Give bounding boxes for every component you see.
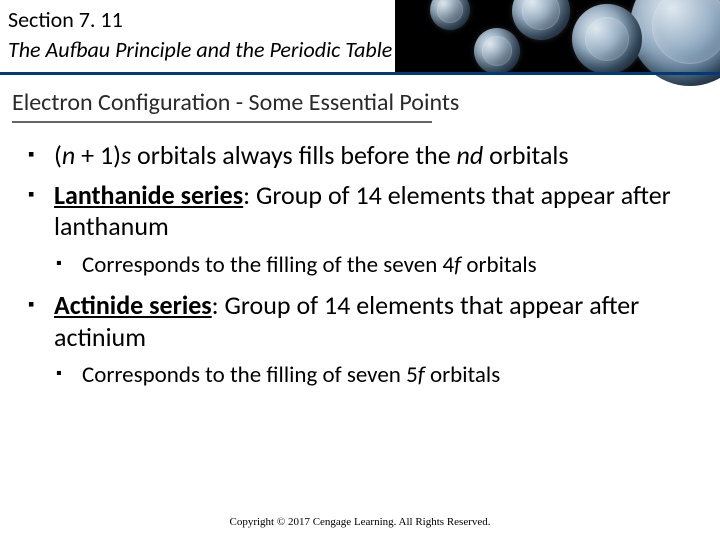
term-bold-underline: Lanthanide series: [54, 179, 243, 211]
text-italic: nd: [457, 139, 484, 171]
text-italic: n: [62, 139, 75, 171]
section-title: The Aufbau Principle and the Periodic Ta…: [8, 36, 392, 63]
sub-list: Corresponds to the filling of seven 5f o…: [28, 361, 696, 390]
header-divider: [0, 72, 720, 75]
copyright-text: Copyright © 2017 Cengage Learning. All R…: [0, 516, 720, 528]
section-number: Section 7. 11: [8, 6, 123, 33]
text-italic: f: [418, 361, 425, 389]
list-item: Corresponds to the filling of seven 5f o…: [56, 361, 696, 390]
list-item: Lanthanide series: Group of 14 elements …: [28, 180, 696, 243]
text: orbitals: [483, 139, 568, 171]
text: Corresponds to the filling of seven 5: [82, 361, 418, 389]
subheading-underline: [12, 121, 432, 123]
list-item: (n + 1)s orbitals always fills before th…: [28, 140, 696, 172]
slide-header: Section 7. 11 The Aufbau Principle and t…: [0, 0, 720, 78]
list-item: Corresponds to the filling of the seven …: [56, 251, 696, 280]
list-item: Actinide series: Group of 14 elements th…: [28, 290, 696, 353]
bullet-list: (n + 1)s orbitals always fills before th…: [28, 140, 696, 390]
text: orbitals: [461, 251, 536, 279]
text: orbitals: [425, 361, 500, 389]
text: Corresponds to the filling of the seven …: [82, 251, 454, 279]
body-content: (n + 1)s orbitals always fills before th…: [28, 140, 696, 400]
text: + 1): [75, 139, 121, 171]
term-bold-underline: Actinide series: [54, 289, 212, 321]
sub-list: Corresponds to the filling of the seven …: [28, 251, 696, 280]
text-italic: s: [121, 139, 131, 171]
decorative-sphere-icon: [572, 4, 642, 74]
text: (: [54, 139, 62, 171]
slide: Section 7. 11 The Aufbau Principle and t…: [0, 0, 720, 540]
subheading: Electron Configuration - Some Essential …: [12, 88, 459, 117]
text: orbitals always fills before the: [131, 139, 456, 171]
decorative-sphere-icon: [474, 28, 520, 74]
subheading-block: Electron Configuration - Some Essential …: [12, 88, 459, 123]
